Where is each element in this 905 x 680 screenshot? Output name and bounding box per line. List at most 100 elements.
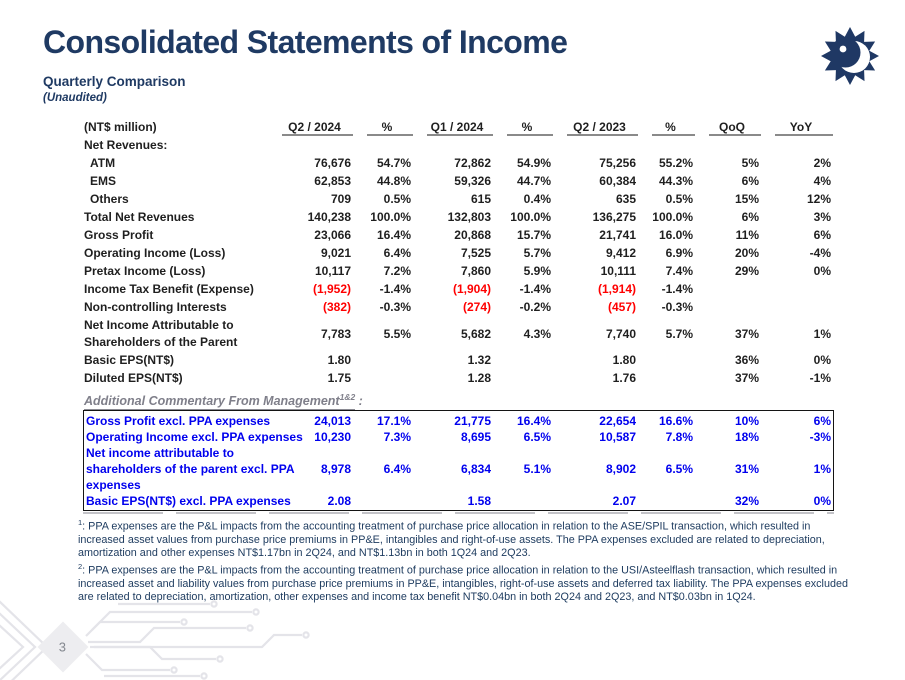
value-cell: 0.5% <box>383 192 411 206</box>
value-cell: 1.75 <box>327 371 351 385</box>
value-cell: 0.5% <box>665 192 693 206</box>
column-header: YoY <box>762 118 834 136</box>
row-label: ATM <box>90 156 116 170</box>
value-cell: 1.32 <box>467 353 491 367</box>
value-cell: 10,117 <box>314 264 351 278</box>
footnote-number: 2 <box>78 562 83 572</box>
value-cell: 709 <box>330 192 351 206</box>
value-cell: 5% <box>741 156 759 170</box>
value-cell: (1,904) <box>452 282 491 296</box>
commentary-value-cell: 24,013 <box>314 414 351 428</box>
commentary-value-cell: 10,230 <box>314 430 351 444</box>
value-cell: 44.8% <box>376 174 411 188</box>
value-cell: 3% <box>813 210 831 224</box>
table-row: Non-controlling Interests (382) -0.3% (274)… <box>84 298 834 316</box>
value-cell: -1.4% <box>379 282 411 296</box>
value-cell: 15.7% <box>516 228 551 242</box>
value-cell: 7,783 <box>320 326 351 341</box>
commentary-value-cell: 22,654 <box>599 414 636 428</box>
circuit-pattern-decoration <box>0 598 340 680</box>
footnote-number: 1 <box>78 518 83 527</box>
value-cell: 37% <box>734 371 759 385</box>
value-cell: (382) <box>322 300 351 314</box>
value-cell: 136,275 <box>592 210 636 224</box>
value-cell: 23,066 <box>314 228 351 242</box>
value-cell: 20,868 <box>454 228 491 242</box>
value-cell: -4% <box>809 246 831 260</box>
column-header: Q1 / 2024 <box>414 118 494 136</box>
commentary-value-cell: 17.1% <box>376 414 411 428</box>
table-row: Operating Income (Loss) 9,021 6.4% 7,525 5.7… <box>84 244 834 262</box>
value-cell: 5,682 <box>460 326 491 341</box>
ase-logo-icon <box>818 26 882 86</box>
value-cell: 140,238 <box>307 210 351 224</box>
value-cell: 7,525 <box>460 246 491 260</box>
page-number: 3 <box>59 639 67 655</box>
commentary-value-cell: 6.5% <box>523 430 551 444</box>
value-cell: 55.2% <box>658 156 693 170</box>
commentary-value-cell: 5.1% <box>523 462 551 476</box>
value-cell: -1.4% <box>661 282 693 296</box>
commentary-row: Basic EPS(NT$) excl. PPA expenses 2.08 1.5… <box>84 493 833 509</box>
column-header: Q2 / 2023 <box>554 118 639 136</box>
page-title: Consolidated Statements of Income <box>43 24 568 60</box>
commentary-heading-colon: : <box>355 394 363 409</box>
commentary-value-cell: 31% <box>734 462 759 476</box>
value-cell: -0.3% <box>661 300 693 314</box>
value-cell: 1% <box>813 326 831 341</box>
value-cell: 6% <box>813 228 831 242</box>
row-label: Income Tax Benefit (Expense) <box>84 282 254 296</box>
value-cell: -1.4% <box>519 282 551 296</box>
value-cell: 12% <box>806 192 831 206</box>
commentary-value-cell: 6.5% <box>665 462 693 476</box>
value-cell: 6% <box>741 210 759 224</box>
value-cell: 72,862 <box>454 156 491 170</box>
commentary-row-label: Net income attributable to shareholders … <box>86 446 295 492</box>
value-cell: 75,256 <box>599 156 636 170</box>
commentary-value-cell: 8,978 <box>320 462 351 476</box>
commentary-value-cell: 8,695 <box>460 430 491 444</box>
column-header: Q2 / 2024 <box>269 118 354 136</box>
table-row: Others 709 0.5% 615 0.4% 635 0.5% 15% 12% <box>84 190 834 208</box>
value-cell: 4% <box>813 174 831 188</box>
value-cell: 54.7% <box>376 156 411 170</box>
commentary-value-cell: 2.08 <box>327 494 351 508</box>
value-cell: 0% <box>813 353 831 367</box>
value-cell: 16.0% <box>658 228 693 242</box>
table-row: Gross Profit 23,066 16.4% 20,868 15.7% 21,741… <box>84 226 834 244</box>
value-cell: 7,860 <box>460 264 491 278</box>
value-cell: 132,803 <box>447 210 491 224</box>
row-label: Non-controlling Interests <box>84 300 227 314</box>
unaudited-label: (Unaudited) <box>43 92 107 104</box>
value-cell: 100.0% <box>370 210 411 224</box>
commentary-value-cell: 6% <box>813 414 831 428</box>
commentary-row: Gross Profit excl. PPA expenses 24,013 17.… <box>84 413 833 429</box>
column-header: % <box>494 118 554 136</box>
value-cell: 6.9% <box>665 246 693 260</box>
table-row: Net Income Attributable to Shareholders … <box>84 316 834 351</box>
value-cell: 37% <box>734 326 759 341</box>
column-header: % <box>639 118 696 136</box>
table-row: Basic EPS(NT$) 1.80 1.32 1.80 36% 0% <box>84 351 834 369</box>
value-cell: 6% <box>741 174 759 188</box>
row-label: Operating Income (Loss) <box>84 246 226 260</box>
value-cell: 9,021 <box>320 246 351 260</box>
table-body: Net Revenues: ATM 76,676 54.7% 72,862 54.9% 75… <box>84 136 834 387</box>
value-cell: (274) <box>462 300 491 314</box>
value-cell: 5.9% <box>523 264 551 278</box>
value-cell: 4.3% <box>523 326 551 341</box>
commentary-heading-superscript: 1&2 <box>339 392 356 402</box>
value-cell: 2% <box>813 156 831 170</box>
commentary-row: Net income attributable to shareholders … <box>84 445 833 493</box>
commentary-value-cell: 16.6% <box>658 414 693 428</box>
value-cell: 6.4% <box>383 246 411 260</box>
value-cell: 54.9% <box>516 156 551 170</box>
commentary-value-cell: 18% <box>734 430 759 444</box>
value-cell: 1.80 <box>327 353 351 367</box>
commentary-row-label: Gross Profit excl. PPA expenses <box>86 414 271 428</box>
table-row: ATM 76,676 54.7% 72,862 54.9% 75,256 55.2% 5% 2% <box>84 154 834 172</box>
value-cell: 100.0% <box>652 210 693 224</box>
value-cell: 20% <box>734 246 759 260</box>
commentary-value-cell: 7.8% <box>665 430 693 444</box>
unit-label: (NT$ million) <box>84 120 157 134</box>
